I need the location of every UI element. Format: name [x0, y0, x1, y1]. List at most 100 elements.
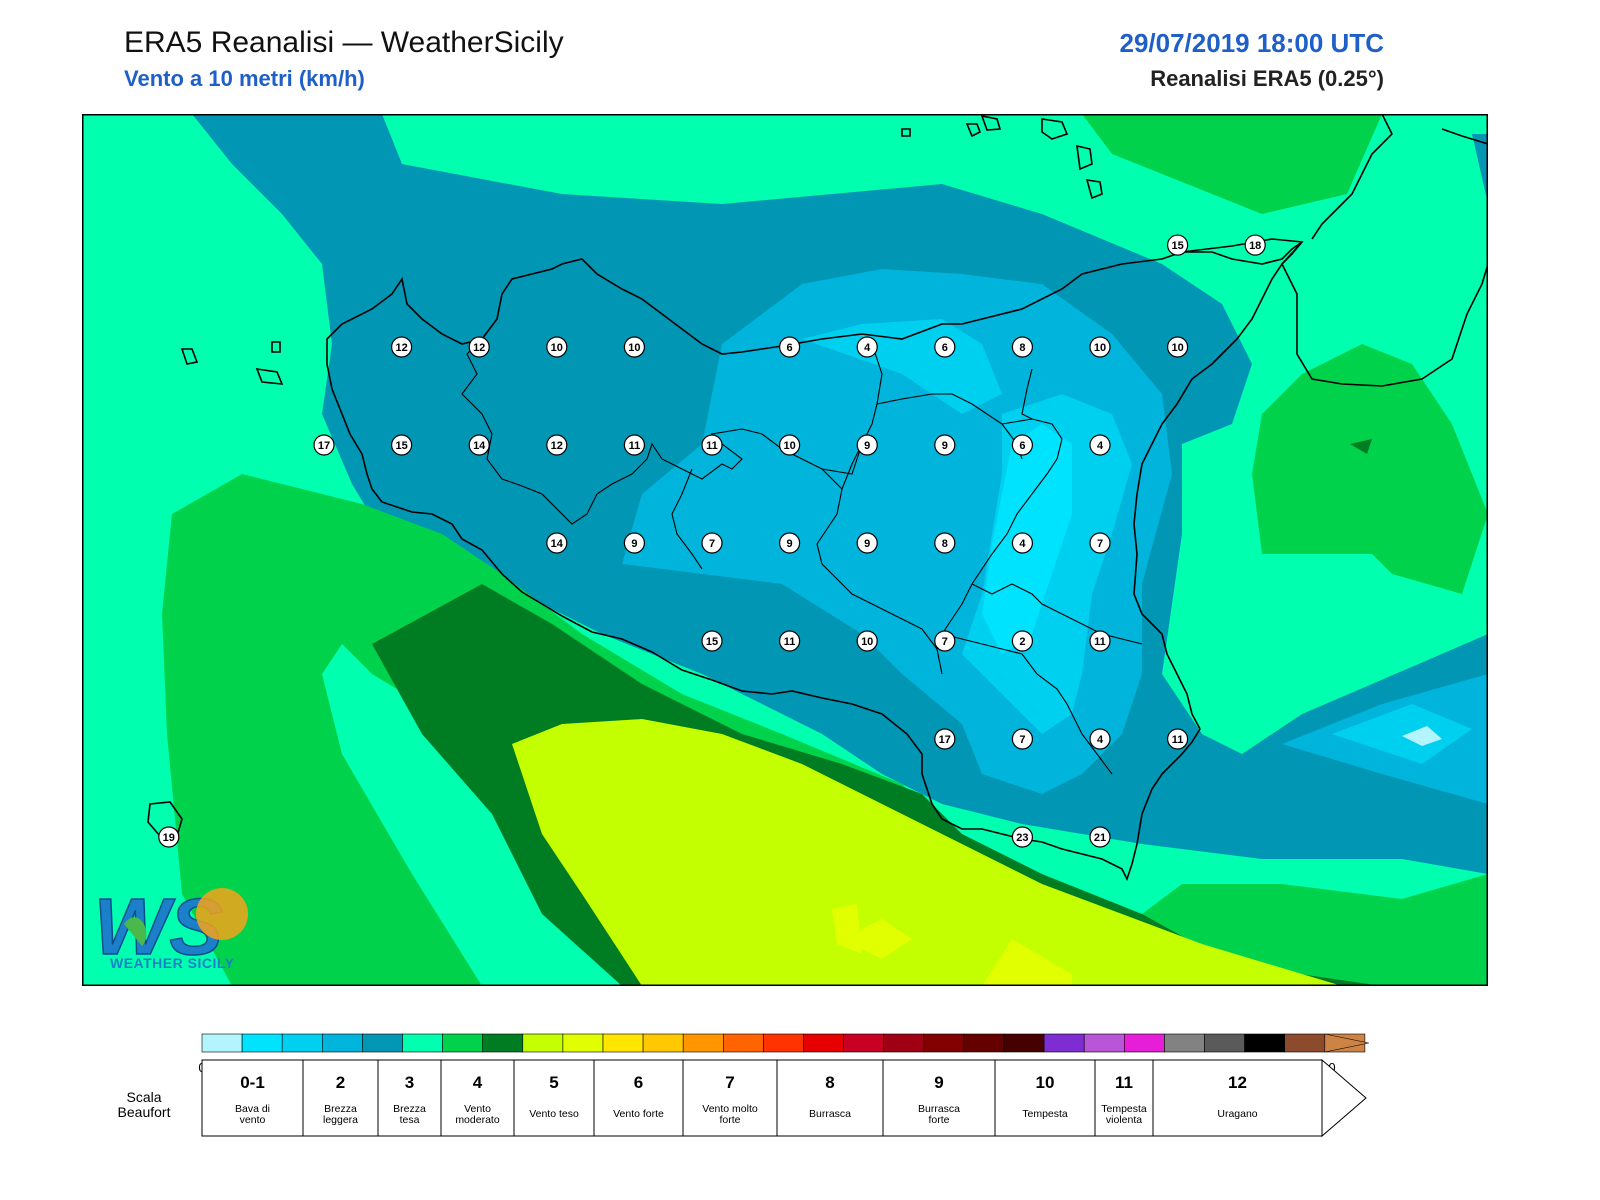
wind-value-label: 4	[864, 342, 871, 354]
beaufort-description: Vento molto forte	[702, 1103, 758, 1126]
wind-value-label: 7	[942, 636, 948, 648]
wind-value-label: 14	[551, 538, 564, 550]
colorbar-swatch	[281, 1033, 323, 1053]
wind-value-label: 10	[628, 342, 640, 354]
wind-value-marker: 6	[934, 336, 956, 358]
wind-value-marker: 10	[1089, 336, 1111, 358]
beaufort-class: 6 Vento forte	[593, 1059, 684, 1137]
colorbar-swatch	[923, 1033, 965, 1053]
wind-value-label: 21	[1094, 832, 1106, 844]
wind-value-marker: 7	[1089, 532, 1111, 554]
model-label: Reanalisi ERA5 (0.25°)	[1150, 66, 1384, 91]
wind-value-marker: 21	[1089, 826, 1111, 848]
colorbar-swatch	[402, 1033, 443, 1053]
wind-value-label: 10	[551, 342, 563, 354]
beaufort-class: 12 Uragano	[1152, 1059, 1323, 1137]
beaufort-class: 10 Tempesta	[994, 1059, 1096, 1137]
colorbar-swatch	[763, 1033, 804, 1053]
wind-value-label: 6	[942, 342, 948, 354]
beaufort-class: 0-1 Bava di vento	[201, 1059, 304, 1137]
wind-value-marker: 17	[313, 434, 335, 456]
beaufort-force: 10	[1036, 1073, 1055, 1092]
wind-value-marker: 9	[856, 532, 878, 554]
colorbar-swatch	[602, 1033, 644, 1053]
colorbar-swatch	[803, 1033, 844, 1053]
wind-value-label: 4	[1097, 734, 1104, 746]
wind-value-label: 14	[473, 440, 486, 452]
beaufort-class: 4 Vento moderato	[440, 1059, 515, 1137]
colorbar-swatch	[642, 1033, 684, 1053]
beaufort-description: Burrasca	[809, 1108, 851, 1120]
wind-value-marker: 11	[701, 434, 723, 456]
beaufort-class: 2 Brezza leggera	[302, 1059, 379, 1137]
colorbar-swatch	[362, 1033, 403, 1053]
wind-value-label: 17	[939, 734, 951, 746]
wind-value-label: 6	[1019, 440, 1025, 452]
wind-value-marker: 9	[623, 532, 646, 554]
wind-value-marker: 6	[778, 336, 801, 358]
colorbar-swatch	[522, 1033, 564, 1053]
wind-value-marker: 11	[778, 630, 801, 652]
wind-colorbar	[201, 1033, 1369, 1053]
beaufort-force: 3	[405, 1073, 414, 1092]
wind-value-label: 7	[1097, 538, 1103, 550]
beaufort-force: 2	[336, 1073, 345, 1092]
wind-value-marker: 15	[1166, 234, 1189, 256]
wind-value-marker: 18	[1244, 234, 1266, 256]
wind-value-markers: 12 12 10 10 6 4 6 8 10 10 15 18 17 15 14 12 11 11 10 9 9 6 4 14…	[158, 234, 1266, 848]
colorbar-swatch	[963, 1033, 1005, 1053]
wind-value-marker: 11	[1166, 728, 1189, 750]
wind-value-label: 9	[942, 440, 948, 452]
colorbar-swatch	[1083, 1033, 1125, 1053]
wind-value-label: 8	[942, 538, 948, 550]
wind-value-marker: 12	[546, 434, 568, 456]
wind-value-label: 9	[864, 538, 870, 550]
wind-value-marker: 4	[1089, 434, 1111, 456]
valid-datetime: 29/07/2019 18:00 UTC	[1119, 28, 1384, 58]
wind-value-label: 2	[1019, 636, 1025, 648]
logo-text: WEATHER SICILY	[110, 955, 235, 971]
wind-value-marker: 7	[1011, 728, 1034, 750]
beaufort-class: 3 Brezza tesa	[377, 1059, 442, 1137]
coastlines	[147, 114, 1488, 882]
wind-value-label: 23	[1016, 832, 1028, 844]
wind-value-label: 9	[787, 538, 793, 550]
beaufort-description: Burrasca forte	[918, 1103, 960, 1126]
wind-value-marker: 4	[1089, 728, 1111, 750]
wind-value-label: 11	[1094, 636, 1106, 648]
beaufort-class: 11 Tempesta violenta	[1094, 1059, 1154, 1137]
wind-value-marker: 23	[1011, 826, 1034, 848]
wind-value-label: 9	[631, 538, 637, 550]
colorbar-swatch	[321, 1033, 363, 1053]
colorbar-swatch	[562, 1033, 604, 1053]
wind-value-marker: 2	[1011, 630, 1034, 652]
colorbar-swatch	[1124, 1033, 1165, 1053]
wind-value-label: 12	[551, 440, 563, 452]
weather-sicily-logo: WS WEATHER SICILY	[93, 881, 248, 972]
colorbar-swatch	[241, 1033, 283, 1053]
province-boundaries	[461, 338, 1143, 775]
wind-value-marker: 10	[1166, 336, 1189, 358]
colorbar-swatch	[682, 1033, 724, 1053]
beaufort-description: Tempesta	[1022, 1108, 1068, 1120]
wind-value-label: 7	[1019, 734, 1025, 746]
beaufort-description: Bava di vento	[235, 1103, 270, 1126]
wind-value-marker: 7	[934, 630, 956, 652]
wind-value-marker: 6	[1011, 434, 1034, 456]
wind-field	[82, 114, 1488, 986]
wind-value-marker: 9	[934, 434, 956, 456]
colorbar-swatch	[1164, 1033, 1205, 1053]
map-title: ERA5 Reanalisi — WeatherSicily	[124, 26, 564, 59]
beaufort-label-line2: Beaufort	[118, 1104, 171, 1120]
wind-value-marker: 9	[778, 532, 801, 554]
logo-leaf-icon	[124, 917, 147, 946]
wind-value-label: 15	[706, 636, 718, 648]
wind-value-label: 17	[318, 440, 330, 452]
beaufort-description: Vento teso	[529, 1108, 579, 1120]
beaufort-description: Vento moderato	[455, 1103, 500, 1126]
wind-value-label: 4	[1097, 440, 1104, 452]
wind-value-label: 10	[783, 440, 795, 452]
beaufort-force: 9	[934, 1073, 943, 1092]
wind-value-label: 11	[706, 440, 718, 452]
wind-value-label: 11	[629, 440, 641, 452]
